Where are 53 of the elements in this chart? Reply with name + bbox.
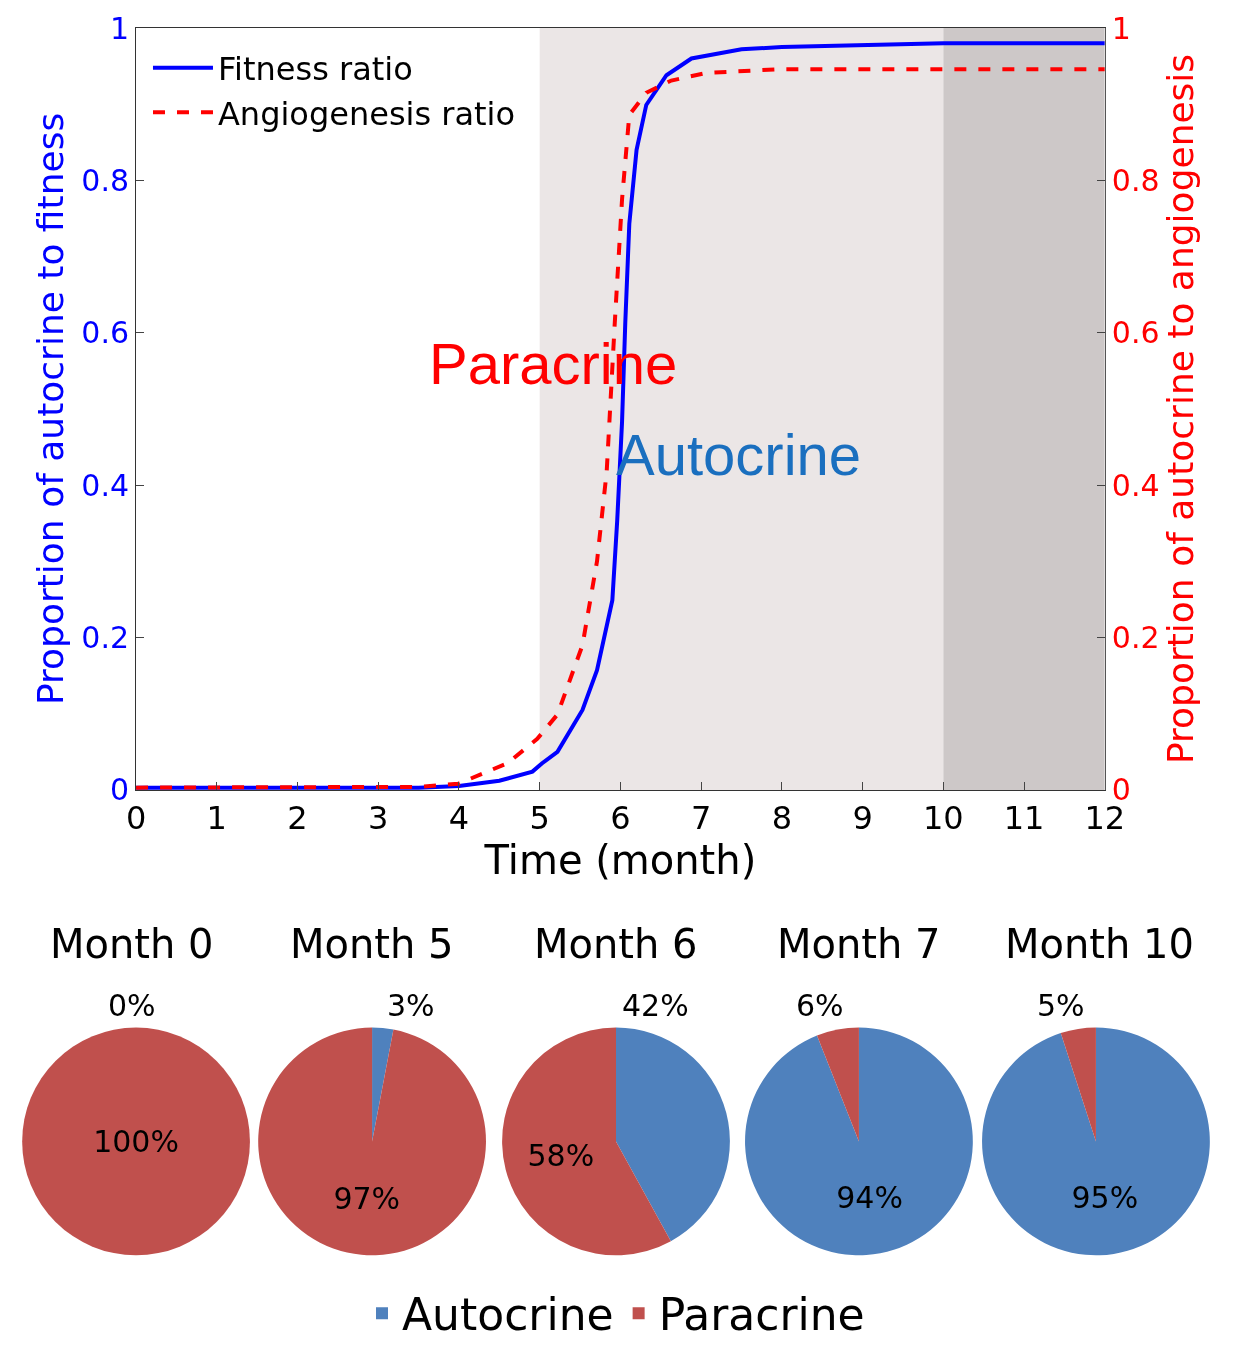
y-tick-label: 1 xyxy=(109,10,130,46)
x-axis-title: Time (month) xyxy=(483,837,757,884)
data-label: 6% xyxy=(796,988,844,1023)
y2-axis-title: Proportion of autocrine to angiogenesis xyxy=(1159,53,1201,765)
data-label: 94% xyxy=(836,1179,903,1215)
x-tick-label: 12 xyxy=(1084,799,1126,838)
data-label: 95% xyxy=(1071,1180,1139,1216)
x-tick-label: 6 xyxy=(610,799,631,838)
x-tick-label: 2 xyxy=(287,799,308,838)
chart-title: Month 10 xyxy=(1005,921,1194,967)
data-label: 42% xyxy=(622,988,689,1023)
x-tick-label: 7 xyxy=(690,799,712,838)
y-tick-label: 0.6 xyxy=(81,315,130,351)
legend-label: Fitness ratio xyxy=(217,50,413,89)
x-tick-label: 11 xyxy=(1003,799,1045,838)
y2-tick-label: 0.8 xyxy=(1111,162,1160,198)
pie-slice xyxy=(817,1027,859,1142)
y-tick-label: 0.4 xyxy=(81,467,130,503)
y2-tick-label: 0.6 xyxy=(1111,315,1160,351)
chart-title: Month 7 xyxy=(777,921,941,967)
data-label: 100% xyxy=(93,1123,179,1159)
pie-slice xyxy=(982,1027,1210,1256)
pie-slice xyxy=(372,1027,394,1142)
x-tick-label: 10 xyxy=(922,799,964,838)
legend-label: Paracrine xyxy=(658,1289,865,1341)
x-tick-label: 1 xyxy=(206,799,227,838)
data-label: 3% xyxy=(387,988,435,1023)
pie-slice xyxy=(258,1027,486,1256)
y-tick-label: 0.2 xyxy=(81,620,130,656)
pie-slice xyxy=(616,1027,730,1242)
data-label: 97% xyxy=(333,1180,401,1216)
y-tick-label: 0 xyxy=(109,772,130,808)
y-axis-title: Proportion of autocrine to fitness xyxy=(30,112,72,706)
text: 0% xyxy=(108,988,156,1023)
pie-slice xyxy=(1060,1027,1096,1142)
pie-slice xyxy=(745,1027,973,1256)
x-tick-label: 9 xyxy=(852,799,873,838)
y2-tick-label: 0.2 xyxy=(1111,620,1160,656)
x-tick-label: 8 xyxy=(771,799,793,838)
x-tick-label: 4 xyxy=(448,799,470,838)
data-label: 58% xyxy=(527,1138,595,1174)
chart-title: Month 5 xyxy=(290,921,454,967)
chart-title: Month 6 xyxy=(534,921,698,967)
data-label: 5% xyxy=(1037,988,1085,1023)
y2-tick-label: 0.4 xyxy=(1111,467,1160,503)
legend-label: Angiogenesis ratio xyxy=(217,94,516,133)
y-tick-label: 0.8 xyxy=(81,162,130,198)
chart-title: Month 0 xyxy=(50,921,214,967)
x-tick-label: 5 xyxy=(529,799,550,838)
pie-slice xyxy=(502,1027,671,1256)
y2-tick-label: 1 xyxy=(1111,10,1131,46)
legend-label: Autocrine xyxy=(402,1289,614,1341)
x-tick-label: 3 xyxy=(368,799,389,838)
